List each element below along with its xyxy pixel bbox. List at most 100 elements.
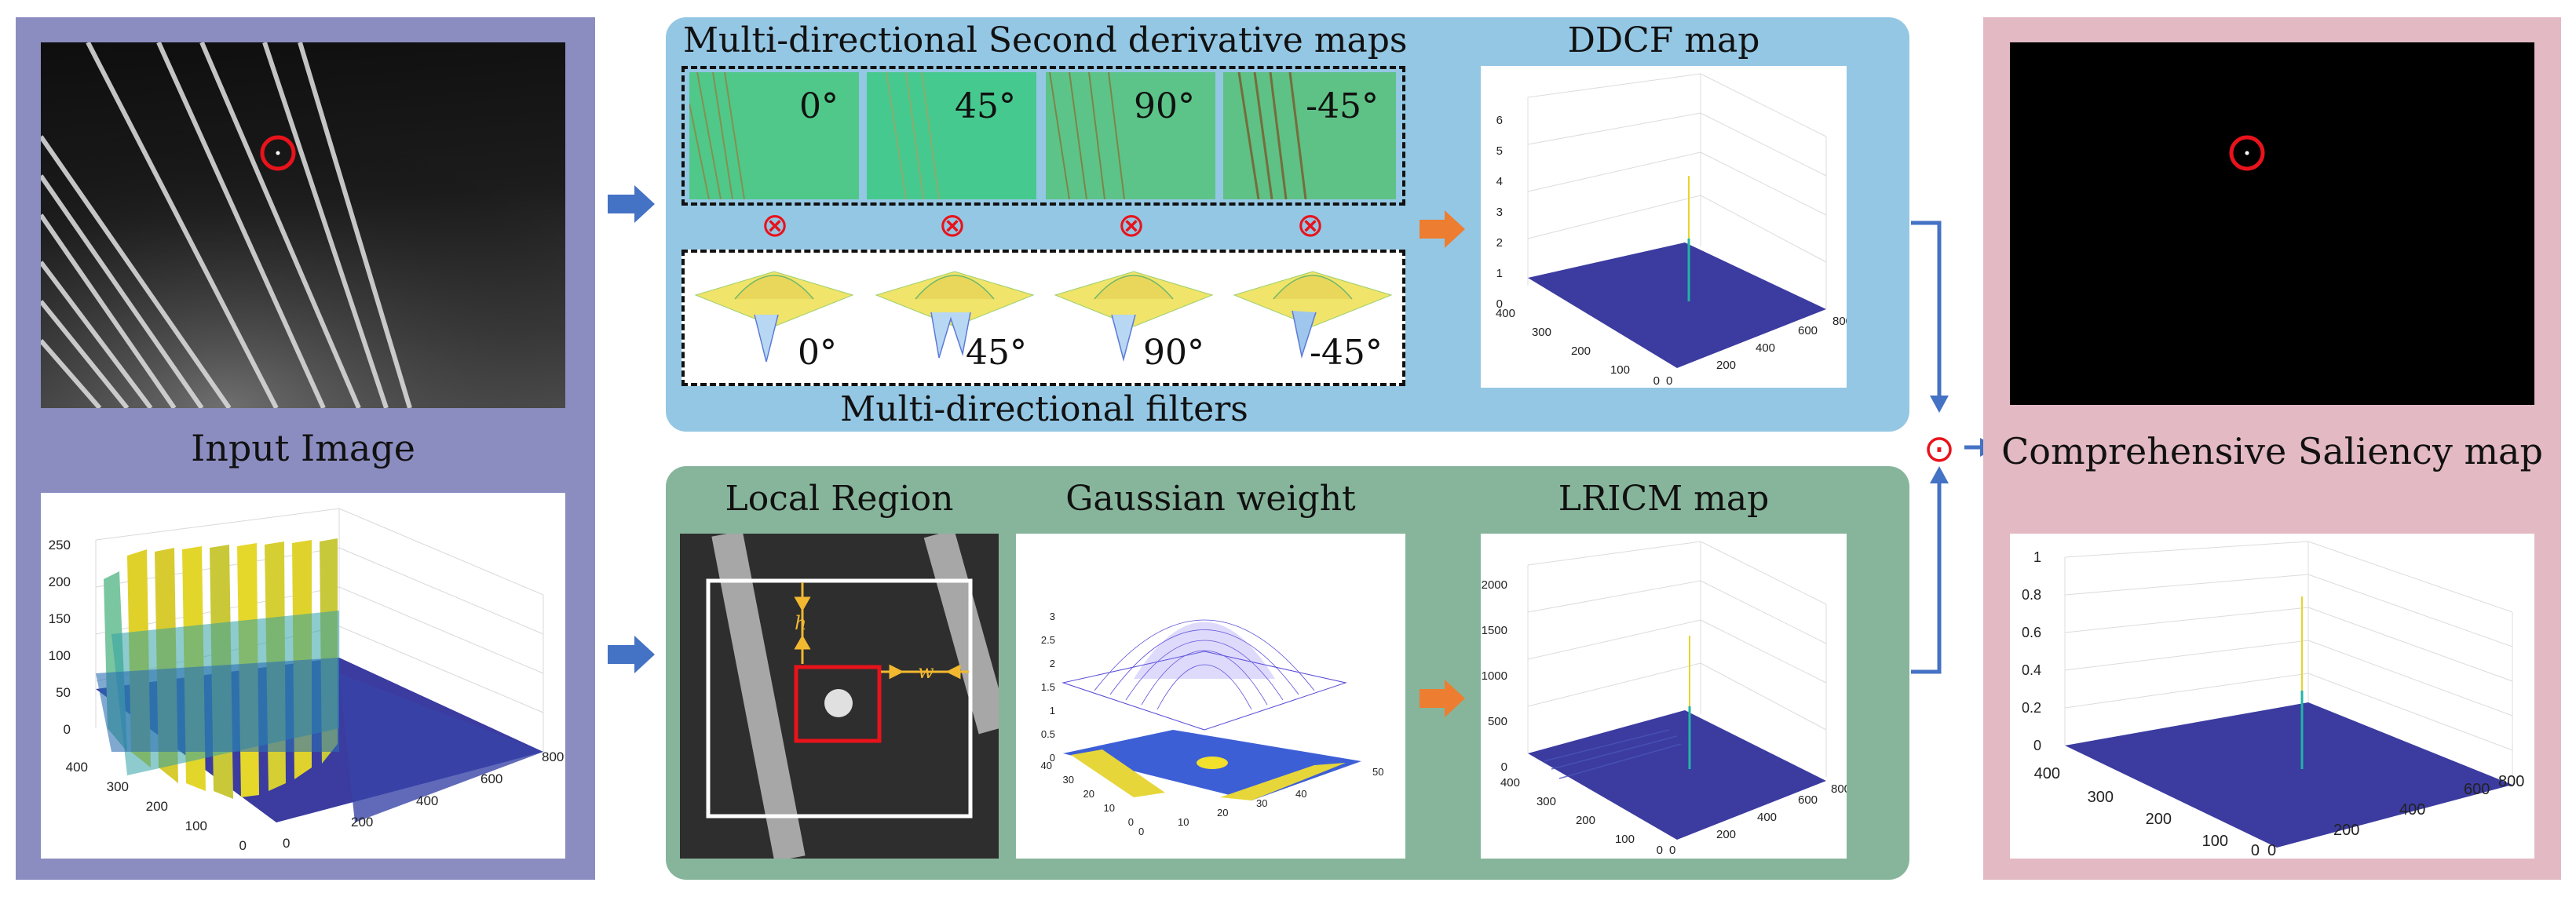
- ddcf-map-label: DDCF map: [1567, 20, 1760, 60]
- multiply-icon: ⊗: [938, 206, 966, 244]
- y-tick: 0: [1657, 844, 1663, 857]
- filter-angle-0: 0°: [798, 333, 837, 373]
- z-tick: 2.5: [1041, 634, 1055, 646]
- gaussian-floor: [1063, 730, 1361, 800]
- lricm-map-label: LRICM map: [1558, 479, 1770, 519]
- x-tick: 400: [1757, 811, 1777, 824]
- y-tick: 400: [1500, 776, 1520, 789]
- x-tick: 600: [2464, 781, 2490, 798]
- filter-90-surface: [1054, 271, 1214, 362]
- input-x-ticks: 0 200 400 600 800: [283, 749, 564, 851]
- multiply-icon: ⊗: [761, 206, 789, 244]
- filter-0-surface: [694, 271, 854, 363]
- y-tick: 0: [2251, 842, 2260, 859]
- local-region-label: Local Region: [725, 479, 954, 519]
- z-tick: 1: [1050, 705, 1055, 717]
- z-tick: 200: [49, 574, 71, 589]
- y-tick: 30: [1063, 774, 1074, 786]
- x-tick: 0: [1666, 374, 1672, 388]
- derivative-angle-45: 45°: [955, 86, 1016, 126]
- saliency-map-label: Comprehensive Saliency map: [2001, 430, 2543, 472]
- y-tick: 300: [2088, 789, 2114, 806]
- filter-surfaces: [694, 271, 1393, 363]
- filter-angle-45: 45°: [966, 333, 1027, 373]
- x-tick: 600: [480, 771, 502, 786]
- z-tick: 0.5: [1041, 728, 1055, 740]
- y-tick: 200: [1571, 345, 1591, 358]
- z-tick: 150: [49, 611, 71, 626]
- detected-target-marker: [2229, 135, 2265, 171]
- y-tick: 100: [1610, 363, 1630, 377]
- lricm-x-ticks: 0 200 400 600 800: [1669, 782, 1851, 857]
- z-tick: 0: [1501, 760, 1507, 774]
- z-tick: 4: [1496, 175, 1503, 188]
- input-image-label: Input Image: [191, 427, 415, 469]
- x-tick: 200: [1716, 359, 1736, 372]
- filter-45-surface: [875, 271, 1035, 359]
- z-tick: 0: [1496, 297, 1503, 311]
- lricm-z-ticks: 2000 1500 1000 500 0: [1482, 578, 1507, 774]
- z-tick: 0.2: [2022, 700, 2041, 716]
- z-tick: 1: [2033, 549, 2041, 565]
- y-tick: 100: [185, 819, 207, 833]
- derivative-angle-90: 90°: [1134, 86, 1195, 126]
- z-tick: 3: [1050, 611, 1055, 622]
- y-tick: 300: [107, 779, 129, 794]
- filters-label: Multi-directional filters: [840, 389, 1248, 429]
- z-tick: 50: [56, 685, 71, 700]
- x-tick: 40: [1295, 788, 1306, 800]
- y-tick: 0: [1653, 374, 1660, 388]
- y-tick: 200: [146, 799, 168, 814]
- arrow-to-lricm-map: [1420, 680, 1465, 717]
- ddcf-z-ticks: 6 5 4 3 2 1 0: [1496, 114, 1503, 311]
- z-tick: 0.4: [2022, 662, 2041, 678]
- derivative-map-45: 45°: [867, 72, 1036, 199]
- ddcf-x-ticks: 0 200 400 600 800: [1666, 315, 1852, 388]
- multiply-icon: ⊗: [1117, 206, 1145, 244]
- x-tick: 400: [416, 793, 438, 808]
- y-tick: 200: [1576, 814, 1595, 827]
- x-tick: 10: [1178, 816, 1189, 828]
- lricm-y-ticks: 400 300 200 100 0: [1500, 776, 1663, 857]
- x-tick: 600: [1798, 324, 1818, 337]
- z-tick: 0: [64, 722, 71, 737]
- y-tick: 100: [2202, 833, 2228, 850]
- x-tick: 800: [542, 749, 564, 764]
- z-tick: 0.8: [2022, 587, 2041, 603]
- arrow-input-to-lricm: [608, 636, 655, 673]
- arrow-to-ddcf-map: [1420, 210, 1465, 248]
- z-tick: 100: [49, 648, 71, 663]
- saliency-x-ticks: 0 200 400 600 800: [2267, 773, 2524, 859]
- z-tick: 250: [49, 538, 71, 552]
- filter-neg45-surface: [1233, 271, 1393, 359]
- z-tick: 1000: [1482, 669, 1507, 683]
- gauss-x-ticks: 0 10 20 30 40 50: [1138, 766, 1383, 837]
- y-tick: 400: [66, 760, 88, 775]
- gaussian-weight-label: Gaussian weight: [1065, 479, 1356, 519]
- x-tick: 400: [1756, 341, 1775, 355]
- x-tick: 200: [1716, 828, 1736, 841]
- y-tick: 400: [2034, 765, 2060, 782]
- z-tick: 2000: [1482, 578, 1507, 592]
- derivative-maps-label: Multi-directional Second derivative maps: [683, 20, 1408, 60]
- saliency-y-ticks: 400 300 200 100 0: [2034, 765, 2260, 859]
- x-tick: 200: [2333, 822, 2359, 839]
- z-tick: 1500: [1482, 624, 1507, 637]
- fusion-operator-icon: ⊙: [1923, 427, 1956, 471]
- x-tick: 0: [1669, 844, 1675, 857]
- x-tick: 400: [2399, 801, 2425, 819]
- y-tick: 400: [1496, 307, 1515, 320]
- x-tick: 30: [1256, 797, 1267, 809]
- z-tick: 1.5: [1041, 681, 1055, 693]
- z-tick: 6: [1496, 114, 1503, 127]
- arrow-input-to-ddcf: [608, 185, 655, 223]
- local-region-image: h w: [680, 534, 999, 859]
- z-tick: 500: [1488, 715, 1507, 728]
- ddcf-y-ticks: 400 300 200 100 0: [1496, 307, 1660, 388]
- x-tick: 0: [2267, 842, 2276, 859]
- z-tick: 5: [1496, 144, 1503, 158]
- derivative-maps-group: [681, 66, 1405, 206]
- saliency-z-ticks: 1 0.8 0.6 0.4 0.2 0: [2022, 549, 2041, 753]
- multiply-icon: ⊗: [1296, 206, 1325, 244]
- z-tick: 3: [1496, 206, 1503, 219]
